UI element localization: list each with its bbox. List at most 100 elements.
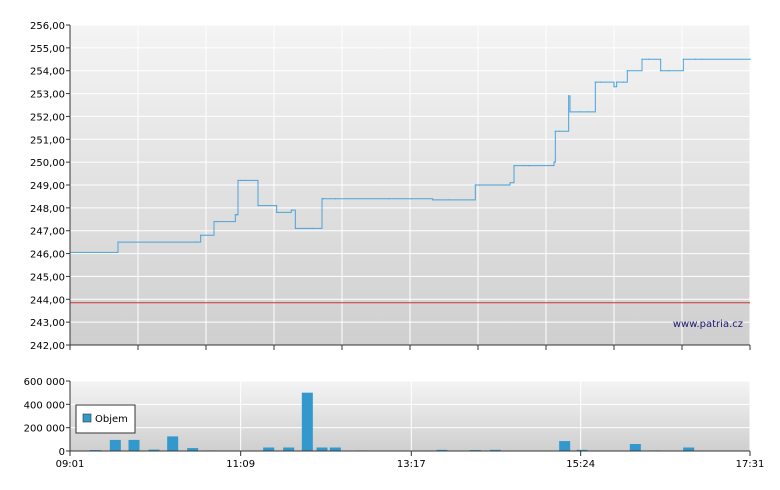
price-point <box>290 209 292 211</box>
volume-y-tick-label: 600 000 <box>24 377 65 388</box>
volume-bar <box>683 447 695 451</box>
price-y-tick-label: 256,00 <box>30 21 65 32</box>
price-y-tick-label: 255,00 <box>30 44 65 55</box>
price-point <box>234 214 236 216</box>
price-point <box>600 81 602 83</box>
price-point <box>410 198 412 200</box>
volume-bar <box>263 447 275 451</box>
price-point <box>580 111 582 113</box>
price-point <box>648 58 650 60</box>
price-point <box>236 214 238 216</box>
volume-bar <box>436 449 448 451</box>
price-point <box>334 198 336 200</box>
price-point <box>522 164 524 167</box>
price-point <box>694 58 696 60</box>
price-point <box>448 199 450 201</box>
price-point <box>474 184 476 186</box>
volume-bar <box>301 392 313 451</box>
volume-bar <box>629 444 641 451</box>
volume-y-tick-label: 0 <box>59 447 65 458</box>
price-point <box>558 130 560 132</box>
x-tick-label: 11:09 <box>226 459 255 470</box>
legend-label: Objem <box>95 414 128 425</box>
price-point <box>626 70 628 72</box>
price-point <box>509 182 511 184</box>
price-point <box>660 70 662 72</box>
price-point <box>294 227 296 230</box>
price-point <box>301 227 303 230</box>
price-point <box>553 161 555 163</box>
price-point <box>216 220 218 223</box>
x-tick-label: 13:17 <box>397 459 426 470</box>
price-point <box>668 70 670 72</box>
volume-bar <box>576 449 588 451</box>
price-point <box>594 81 596 83</box>
price-point <box>117 241 119 243</box>
price-point <box>588 111 590 113</box>
price-y-tick-label: 248,00 <box>30 204 65 215</box>
price-point <box>312 227 314 230</box>
price-y-tick-label: 251,00 <box>30 135 65 146</box>
price-y-tick-label: 245,00 <box>30 272 65 283</box>
price-point <box>554 130 556 132</box>
price-y-tick-label: 250,00 <box>30 158 65 169</box>
price-point <box>244 179 246 182</box>
volume-bar <box>489 449 501 451</box>
price-point <box>613 86 615 88</box>
price-point <box>513 164 515 167</box>
price-y-tick-label: 253,00 <box>30 90 65 101</box>
price-y-tick-label: 242,00 <box>30 341 65 352</box>
price-point <box>321 198 323 200</box>
legend-swatch <box>82 413 92 423</box>
price-point <box>641 58 643 60</box>
price-point <box>528 164 530 167</box>
price-y-tick-label: 252,00 <box>30 112 65 123</box>
price-point <box>388 198 390 200</box>
price-point <box>622 81 624 83</box>
price-point <box>240 179 242 182</box>
price-point <box>276 211 278 214</box>
watermark-text: www.patria.cz <box>673 319 743 330</box>
price-point <box>682 58 684 60</box>
price-y-tick-label: 254,00 <box>30 67 65 78</box>
price-y-tick-label: 244,00 <box>30 295 65 306</box>
volume-bars <box>89 392 735 452</box>
price-point <box>432 199 434 201</box>
volume-bar <box>148 449 160 451</box>
price-point <box>237 179 239 182</box>
price-y-tick-label: 249,00 <box>30 181 65 192</box>
price-point <box>257 204 259 207</box>
price-point <box>200 234 202 236</box>
volume-bar <box>167 436 179 451</box>
volume-plot-background <box>70 381 750 451</box>
volume-bar <box>316 447 328 451</box>
price-y-tick-label: 246,00 <box>30 250 65 261</box>
x-tick-label: 09:01 <box>56 459 85 470</box>
price-point <box>616 81 618 83</box>
price-point <box>213 220 215 223</box>
price-chart: 242,00 243,00 244,00 245,00 246,00 247,00 248,… <box>30 21 751 352</box>
volume-y-axis: 0 200 000 400 000 600 000 <box>24 377 70 458</box>
volume-bar <box>187 448 199 451</box>
volume-bar <box>559 441 571 451</box>
volume-bar <box>283 447 295 451</box>
volume-y-tick-label: 400 000 <box>24 400 65 411</box>
price-y-axis: 242,00 243,00 244,00 245,00 246,00 247,00 248,… <box>30 21 70 352</box>
price-y-tick-label: 247,00 <box>30 227 65 238</box>
price-points <box>69 58 751 254</box>
x-tick-label: 15:24 <box>566 459 595 470</box>
volume-x-ticks: 09:01 11:09 13:17 15:24 17:31 <box>56 451 764 470</box>
volume-chart: 0 200 000 400 000 600 000 09:01 11:09 13:17 15… <box>24 377 765 470</box>
volume-bar <box>109 439 121 451</box>
price-point <box>116 251 118 254</box>
price-point <box>569 111 571 113</box>
price-x-ticks <box>69 345 751 350</box>
price-point <box>478 184 480 186</box>
price-point <box>749 58 751 60</box>
volume-legend: Objem <box>75 404 136 434</box>
volume-y-tick-label: 200 000 <box>24 424 65 435</box>
price-point <box>701 58 703 60</box>
volume-bar <box>329 447 341 451</box>
price-point <box>529 164 531 167</box>
